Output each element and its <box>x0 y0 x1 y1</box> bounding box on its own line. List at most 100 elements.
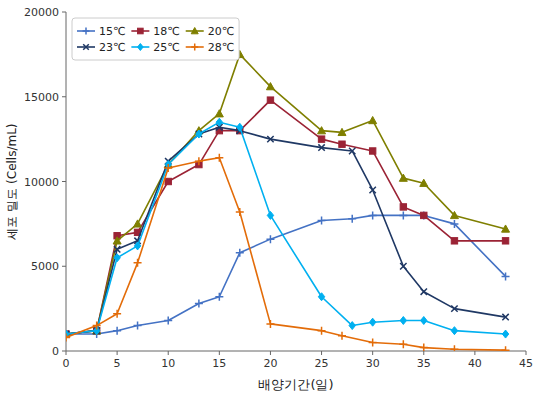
y-tick <box>62 181 66 182</box>
data-point <box>267 211 273 219</box>
x-tick <box>270 351 271 355</box>
data-point <box>66 333 70 341</box>
data-point <box>339 141 345 147</box>
data-point <box>113 327 121 335</box>
data-point <box>349 148 355 154</box>
data-point <box>114 246 120 252</box>
x-axis-label: 배양기간(일) <box>258 377 333 392</box>
data-point <box>215 154 223 162</box>
data-point <box>236 249 244 257</box>
data-point <box>420 179 428 186</box>
chart: 05101520253035404505000100001500020000배양… <box>0 0 540 401</box>
series-line <box>66 122 506 334</box>
data-point <box>134 259 142 267</box>
data-point <box>164 164 172 172</box>
data-point <box>399 174 407 181</box>
x-tick <box>372 351 373 355</box>
data-point <box>451 305 457 311</box>
y-tick <box>62 266 66 267</box>
data-point <box>451 238 457 244</box>
data-point <box>502 238 508 244</box>
data-point <box>164 316 172 324</box>
y-tick <box>62 12 66 13</box>
data-point <box>399 211 407 219</box>
series-line <box>66 54 506 334</box>
legend-box <box>72 18 239 60</box>
x-tick-label: 20 <box>263 357 277 370</box>
data-point <box>450 211 458 218</box>
legend-marker <box>83 28 90 35</box>
data-point <box>450 220 458 228</box>
data-point <box>195 300 203 308</box>
y-tick <box>62 351 66 352</box>
data-point <box>93 322 101 330</box>
data-point <box>502 314 508 320</box>
legend-label: 20℃ <box>208 25 234 38</box>
data-point <box>318 327 326 335</box>
data-point <box>369 318 375 326</box>
x-tick <box>168 351 169 355</box>
x-tick <box>117 351 118 355</box>
legend-label: 25℃ <box>153 41 179 54</box>
data-point <box>267 136 273 142</box>
plot-area <box>66 12 526 351</box>
data-point <box>348 215 356 223</box>
x-tick <box>474 351 475 355</box>
legend-marker <box>191 44 198 51</box>
series-line <box>66 100 506 334</box>
legend-marker <box>83 44 89 50</box>
data-point <box>216 118 222 126</box>
data-point <box>237 123 243 131</box>
data-point <box>318 216 326 224</box>
data-point <box>215 293 223 301</box>
y-tick-label: 0 <box>52 345 59 358</box>
data-point <box>369 339 377 347</box>
data-point <box>502 330 508 338</box>
data-point <box>502 272 510 280</box>
data-point <box>369 116 377 123</box>
data-point <box>114 254 120 262</box>
legend: 15℃18℃20℃23℃25℃28℃ <box>72 18 239 60</box>
x-tick-label: 10 <box>161 357 175 370</box>
data-point <box>400 316 406 324</box>
data-point <box>420 344 428 351</box>
data-point <box>502 225 510 232</box>
data-point <box>318 144 324 150</box>
data-point <box>318 127 326 134</box>
data-point <box>267 97 273 103</box>
y-tick-label: 20000 <box>24 6 59 19</box>
x-tick <box>66 351 67 355</box>
data-point <box>134 322 142 330</box>
x-tick-label: 15 <box>212 357 226 370</box>
data-point <box>451 327 457 335</box>
data-point <box>215 110 223 117</box>
legend-marker <box>138 44 144 51</box>
data-point <box>400 204 406 210</box>
y-tick-label: 5000 <box>31 260 59 273</box>
legend-label: 23℃ <box>99 41 125 54</box>
x-tick <box>321 351 322 355</box>
data-point <box>400 263 406 269</box>
data-point <box>134 220 142 227</box>
data-point <box>266 235 274 243</box>
data-point <box>421 316 427 324</box>
data-point <box>266 320 274 328</box>
x-axis-line <box>66 351 526 352</box>
legend-label: 28℃ <box>208 41 234 54</box>
legend-marker <box>191 28 198 34</box>
data-point <box>450 345 458 351</box>
data-point <box>502 346 510 351</box>
legend-marker <box>138 28 144 34</box>
x-tick <box>219 351 220 355</box>
x-tick-label: 40 <box>468 357 482 370</box>
data-point <box>113 310 121 318</box>
data-point <box>318 136 324 142</box>
data-point <box>318 293 324 301</box>
legend-label: 18℃ <box>153 25 179 38</box>
data-point <box>196 130 202 138</box>
y-axis-label: 세포 밀도 (Cells/mL) <box>5 123 19 239</box>
data-point <box>236 208 244 216</box>
x-tick <box>526 351 527 355</box>
data-point <box>349 322 355 330</box>
data-point <box>113 237 121 244</box>
